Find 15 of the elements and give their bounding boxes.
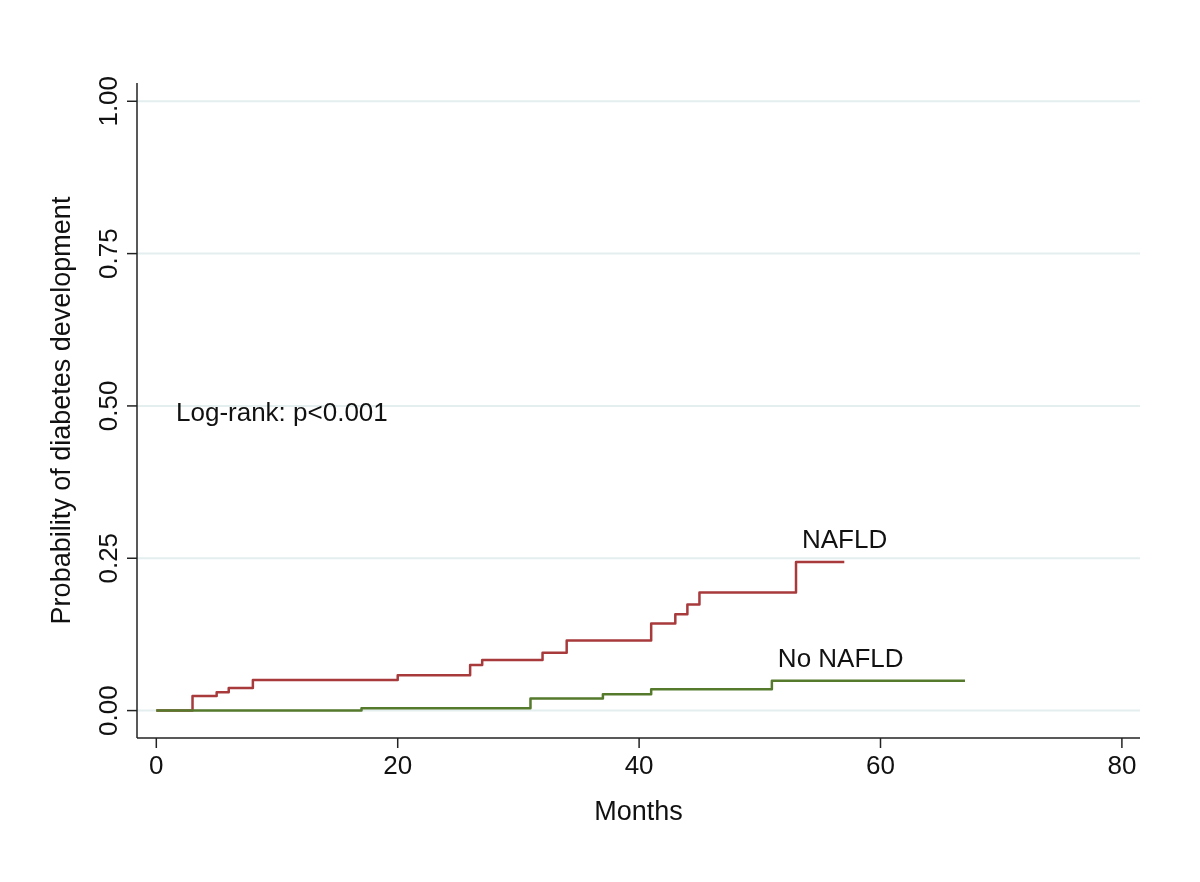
x-tick-label: 60 bbox=[866, 750, 895, 780]
x-tick-label: 80 bbox=[1107, 750, 1137, 780]
y-axis-title: Probability of diabetes development bbox=[46, 196, 76, 625]
annotation: Log-rank: p<0.001 bbox=[176, 397, 388, 427]
x-tick-label: 0 bbox=[149, 750, 164, 780]
series-label: No NAFLD bbox=[777, 642, 904, 673]
y-tick-label: 0.25 bbox=[93, 532, 123, 584]
x-tick-label: 40 bbox=[624, 750, 654, 780]
x-axis-title: Months bbox=[594, 796, 683, 826]
series-label: NAFLD bbox=[802, 523, 888, 554]
x-tick-label: 20 bbox=[383, 750, 413, 780]
y-tick-label: 0.75 bbox=[93, 228, 123, 279]
y-tick-label: 0.50 bbox=[93, 380, 123, 432]
y-tick-label: 0.00 bbox=[93, 685, 123, 736]
y-tick-label: 1.00 bbox=[93, 75, 123, 127]
